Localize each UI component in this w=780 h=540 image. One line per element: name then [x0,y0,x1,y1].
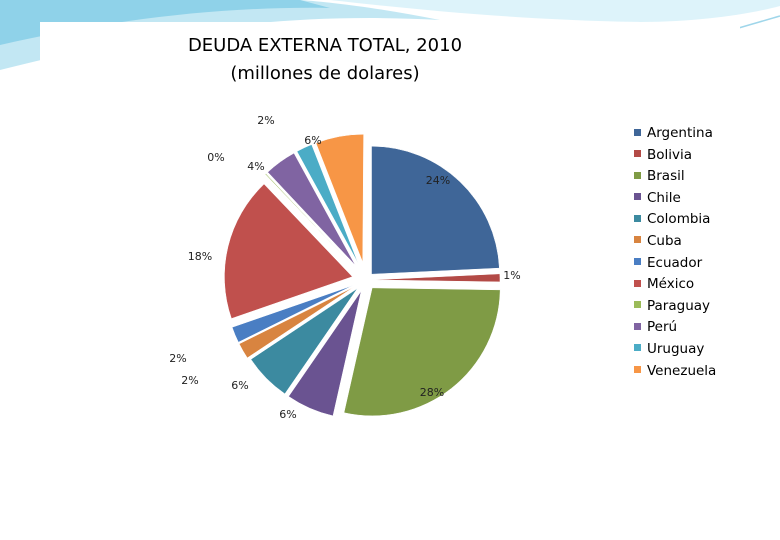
legend-swatch [634,128,641,136]
data-label-ecuador: 2% [169,352,186,365]
data-label-uruguay: 2% [257,114,274,127]
legend-swatch [634,322,641,330]
legend-item: Cuba [634,231,716,253]
legend-swatch [634,193,641,201]
legend-label: Venezuela [647,362,717,379]
legend-label: México [647,276,695,293]
legend-label: Cuba [647,232,682,249]
legend-label: Ecuador [647,254,703,271]
pie-slice-paraguay [264,173,354,268]
pie-slice-argentina [371,145,500,275]
data-label-cuba: 2% [181,374,198,387]
legend-swatch [634,279,641,287]
legend-swatch [634,171,641,179]
data-label-per: 4% [247,160,264,173]
data-label-mxico: 18% [188,250,212,263]
pie-slice-chile [288,290,362,417]
chart-title: DEUDA EXTERNA TOTAL, 2010 (millones de d… [40,32,610,88]
data-label-paraguay: 0% [207,151,224,164]
legend-swatch [634,150,641,158]
legend-swatch [634,214,641,222]
pie-slice-cuba [238,286,355,359]
data-label-bolivia: 1% [503,269,520,282]
data-label-venezuela: 6% [304,134,321,147]
pie-slice-per [267,152,356,266]
legend-label: Brasil [647,168,685,185]
legend-label: Argentina [647,125,713,141]
legend-swatch [634,301,641,309]
legend-item: Paraguay [634,296,716,318]
chart-subtitle-line: (millones de dolares) [230,63,420,84]
legend-label: Colombia [647,211,711,228]
legend-label: Uruguay [647,340,705,357]
legend-item: Ecuador [634,253,716,275]
legend-swatch [634,258,641,266]
data-label-argentina: 24% [426,174,450,187]
legend-swatch [634,366,641,374]
chart-legend: Argentina Bolivia Brasil Chile Colombia Cuba E… [634,123,716,382]
legend-item: Venezuela [634,361,716,383]
legend-item: Uruguay [634,339,716,361]
legend-item: Argentina [634,123,716,145]
pie-slice-uruguay [296,144,359,264]
pie-slice-ecuador [231,285,354,343]
chart-panel: DEUDA EXTERNA TOTAL, 2010 (millones de d… [40,22,740,482]
legend-item: Chile [634,188,716,210]
legend-item: México [634,274,716,296]
legend-swatch [634,344,641,352]
legend-label: Chile [647,189,681,206]
legend-item: Bolivia [634,145,716,167]
pie-slice-brasil [343,287,501,417]
legend-item: Perú [634,317,716,339]
legend-label: Bolivia [647,146,693,163]
legend-swatch [634,236,641,244]
data-label-colombia: 6% [231,379,248,392]
pie-slice-mxico [224,183,353,319]
data-label-chile: 6% [279,408,296,421]
pie-chart: 24% 1% 28% 6% 6% 2% 2% 18% 0% 4% 2% 6% [169,114,520,421]
legend-label: Paraguay [647,297,711,314]
pie-slice-venezuela [315,134,364,263]
legend-item: Brasil [634,166,716,188]
data-label-brasil: 28% [420,386,444,399]
pie-slice-colombia [250,288,358,395]
legend-item: Colombia [634,209,716,231]
legend-label: Perú [647,319,678,336]
chart-title-line: DEUDA EXTERNA TOTAL, 2010 [187,35,463,56]
pie-slice-bolivia [371,273,501,283]
